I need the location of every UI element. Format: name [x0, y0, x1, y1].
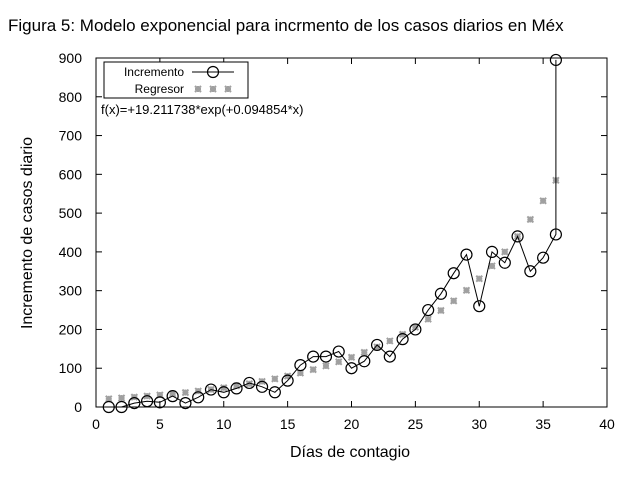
- incremento-point: [307, 350, 320, 363]
- regresor-series: [105, 176, 560, 403]
- legend-label-regresor: Regresor: [135, 82, 184, 96]
- model-annotation: f(x)=+19.211738*exp(+0.094854*x): [101, 102, 304, 117]
- incremento-point: [166, 390, 179, 403]
- incremento-point: [255, 380, 269, 393]
- legend-marker-regresor: [194, 85, 202, 93]
- legend-box: [103, 61, 249, 99]
- incremento-point: [179, 397, 192, 410]
- incremento-point: [549, 53, 563, 67]
- x-tick-label: 5: [156, 416, 164, 432]
- regresor-point: [424, 315, 432, 323]
- regresor-point: [501, 248, 509, 256]
- incremento-point: [281, 374, 294, 387]
- legend: Incremento Regresor: [103, 61, 249, 99]
- regresor-point: [347, 353, 356, 362]
- incremento-point: [409, 323, 422, 336]
- x-tick-label: 40: [599, 416, 615, 432]
- incremento-point: [434, 287, 448, 300]
- incremento-point: [383, 350, 396, 363]
- incremento-point: [485, 245, 499, 258]
- y-tick-label: 900: [59, 50, 83, 66]
- incremento-point: [549, 228, 563, 241]
- y-tick-label: 500: [59, 205, 83, 221]
- incremento-point: [204, 383, 218, 396]
- incremento-point: [128, 397, 141, 410]
- x-tick-label: 0: [92, 416, 100, 432]
- incremento-point: [345, 362, 358, 375]
- x-tick-label: 15: [280, 416, 296, 432]
- legend-marker-regresor: [209, 85, 217, 93]
- x-tick-label: 35: [535, 416, 551, 432]
- incremento-point: [192, 391, 205, 404]
- regresor-point: [526, 215, 535, 224]
- incremento-point: [332, 345, 345, 358]
- y-tick-label: 600: [59, 166, 83, 182]
- incremento-point: [524, 265, 537, 278]
- incremento-point: [447, 267, 460, 280]
- regresor-point: [335, 358, 343, 366]
- x-tick-label: 25: [408, 416, 424, 432]
- regresor-point: [449, 297, 458, 305]
- incremento-point: [396, 333, 409, 346]
- y-tick-label: 100: [59, 360, 83, 376]
- incremento-point: [422, 303, 435, 317]
- incremento-point: [115, 400, 128, 414]
- regresor-point: [462, 286, 471, 295]
- regresor-point: [437, 306, 445, 315]
- regresor-point: [105, 395, 113, 403]
- regresor-point: [386, 337, 394, 345]
- regresor-point: [322, 362, 330, 370]
- incremento-point: [473, 300, 486, 313]
- incremento-point: [153, 396, 166, 409]
- regresor-point: [271, 375, 279, 383]
- incremento-point: [141, 395, 154, 408]
- regresor-point: [194, 387, 202, 395]
- regresor-point: [539, 197, 547, 205]
- chart-title: Figura 5: Modelo exponencial para incrme…: [8, 16, 564, 35]
- incremento-point: [268, 386, 281, 399]
- y-axis-label: Incremento de casos diario: [19, 137, 36, 329]
- incremento-point: [358, 355, 371, 368]
- x-tick-label: 10: [216, 416, 232, 432]
- incremento-line: [108, 59, 557, 408]
- y-tick-label: 0: [74, 399, 82, 415]
- y-tick-label: 300: [59, 283, 83, 299]
- y-tick-label: 200: [59, 321, 83, 337]
- incremento-point: [217, 386, 230, 399]
- axes: 0 5 10 15 20 25 30 35 40010020030040050060070080…: [59, 50, 615, 432]
- incremento-point: [230, 382, 243, 395]
- legend-label-incremento: Incremento: [124, 65, 184, 79]
- y-tick-label: 400: [59, 244, 83, 260]
- incremento-point: [294, 359, 307, 372]
- incremento-point: [319, 350, 333, 363]
- legend-marker-incremento: [206, 65, 220, 79]
- regresor-point: [117, 394, 126, 402]
- incremento-point: [537, 251, 550, 264]
- incremento-point: [243, 376, 256, 390]
- regresor-point: [309, 365, 317, 374]
- incremento-point: [498, 256, 511, 269]
- x-tick-label: 20: [344, 416, 360, 432]
- y-tick-label: 800: [59, 89, 83, 105]
- x-tick-label: 30: [471, 416, 487, 432]
- incremento-point: [370, 338, 384, 352]
- regresor-point: [181, 388, 190, 397]
- legend-marker-regresor: [224, 85, 232, 93]
- regresor-point: [360, 348, 368, 357]
- incremento-series: [102, 53, 563, 414]
- y-tick-label: 700: [59, 128, 83, 144]
- incremento-point: [511, 230, 524, 243]
- incremento-point: [102, 400, 115, 414]
- regresor-point: [475, 274, 483, 283]
- x-axis-label: Días de contagio: [290, 444, 410, 461]
- regresor-point: [488, 262, 496, 270]
- incremento-point: [460, 248, 473, 261]
